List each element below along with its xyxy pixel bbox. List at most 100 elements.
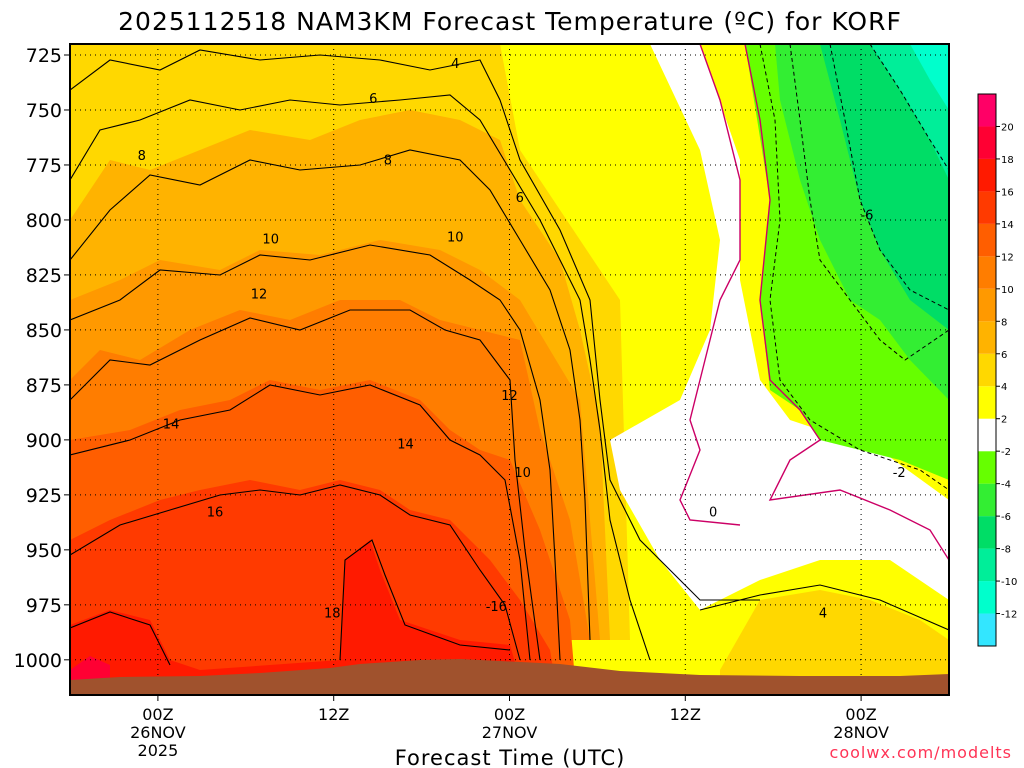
y-axis: 725 750 775 800 825 850 875 900 925 950 975 1000 [14, 45, 70, 672]
colorbar-swatch-4 [978, 483, 996, 517]
colorbar-label-6: 2 [1001, 415, 1007, 426]
x-tick-label-4-1: 28NOV [833, 723, 889, 742]
y-tick-label-850: 850 [26, 320, 62, 342]
contour-label-15: 0 [709, 505, 717, 520]
colorbar-label-7: 4 [1001, 382, 1007, 393]
contour-label-17: -16 [486, 600, 507, 615]
contour-label-18: 18 [324, 607, 341, 622]
band-4-to-6-right [720, 590, 949, 680]
colorbar-label-0: -12 [1001, 610, 1017, 621]
y-tick-label-750: 750 [26, 100, 62, 122]
colorbar-label-4: -4 [1001, 480, 1011, 491]
colorbar-swatch-5 [978, 451, 996, 484]
colorbar-swatch-12 [978, 223, 996, 257]
contour-label-8: 12 [501, 389, 518, 404]
x-tick-label-2-1: 27NOV [482, 723, 538, 742]
x-tick-label-2-0: 00Z [494, 705, 525, 724]
colorbar-swatch-14 [978, 158, 996, 192]
contour-minus4 [789, 44, 949, 361]
contour-16 [70, 484, 521, 661]
contour-label-5: 10 [262, 233, 279, 248]
y-tick-label-975: 975 [26, 595, 62, 617]
y-tick-label-825: 825 [26, 265, 62, 287]
contour-label-1: 6 [369, 92, 377, 107]
contour-4-right [699, 584, 949, 631]
contour-labels: 4 6 8 8 6 10 10 12 12 14 14 10 16 -6 -2 0 4 -16 18 [138, 57, 906, 622]
y-tick-label-875: 875 [26, 375, 62, 397]
colorbar-label-13: 16 [1001, 187, 1014, 198]
colorbar-label-11: 12 [1001, 252, 1014, 263]
temperature-contours [70, 44, 949, 666]
y-tick-label-800: 800 [26, 210, 62, 232]
contour-label-0: 4 [451, 57, 459, 72]
y-tick-label-925: 925 [26, 485, 62, 507]
colorbar-label-14: 18 [1001, 155, 1014, 166]
colorbar-label-8: 6 [1001, 350, 1007, 361]
contour-label-16: 4 [819, 607, 827, 622]
contour-label-13: -6 [860, 209, 873, 224]
colorbar-label-2: -8 [1001, 545, 1011, 556]
terrain-ground [70, 659, 949, 695]
colorbar-swatch-8 [978, 353, 996, 387]
contour-0-left [679, 44, 741, 526]
colorbar-label-15: 20 [1001, 122, 1014, 133]
colorbar-swatch-13 [978, 191, 996, 224]
band-20-plus [70, 656, 110, 680]
colorbar-swatch-2 [978, 548, 996, 582]
grid-lines [70, 44, 949, 695]
colorbar-swatch-9 [978, 321, 996, 354]
colorbar-swatch-7 [978, 386, 996, 419]
watermark: coolwx.com/modelts [830, 743, 1012, 762]
y-tick-label-900: 900 [26, 430, 62, 452]
x-tick-label-0-2: 2025 [138, 741, 179, 760]
contour-label-6: 10 [447, 231, 464, 246]
colorbar-label-10: 10 [1001, 285, 1014, 296]
band-16-to-18 [70, 480, 555, 680]
plot-area [70, 44, 949, 695]
band-18-to-20 [70, 540, 520, 680]
x-tick-label-4-0: 00Z [845, 705, 876, 724]
colorbar-frame [977, 93, 997, 647]
contour-10 [70, 244, 561, 661]
colorbar-swatch-3 [978, 516, 996, 549]
contour-label-9: 14 [163, 417, 180, 432]
colorbar-label-5: -2 [1001, 447, 1011, 458]
band-minus10-to-minus12 [910, 44, 949, 110]
contour-minus6 [829, 44, 949, 311]
colorbar-label-12: 14 [1001, 220, 1014, 231]
colorbar-label-9: 8 [1001, 317, 1007, 328]
contour-label-2: 8 [138, 149, 146, 164]
x-tick-label-0-0: 00Z [142, 705, 173, 724]
contour-minus8 [869, 44, 949, 171]
y-tick-label-725: 725 [26, 45, 62, 67]
contour-minus2 [759, 44, 949, 491]
colorbar-swatch-11 [978, 256, 996, 289]
contour-4 [70, 49, 760, 601]
x-axis-label: Forecast Time (UTC) [395, 746, 626, 768]
x-tick-label-0-1: 26NOV [130, 723, 186, 742]
chart-title: 2025112518 NAM3KM Forecast Temperature (… [118, 7, 902, 36]
contour-label-11: 10 [514, 466, 531, 481]
band-near-zero [610, 44, 949, 610]
colorbar-swatch-1 [978, 581, 996, 614]
colorbar-swatch-16 [978, 94, 996, 127]
colorbar-label-1: -10 [1001, 577, 1017, 588]
contour-6 [70, 94, 651, 661]
colorbar-swatch-0 [978, 613, 996, 646]
x-tick-label-1-0: 12Z [318, 705, 349, 724]
contour-12 [70, 309, 541, 661]
colorbar: -12 -10 -8 -6 -4 -2 2 4 6 8 10 12 14 16 18 20 [977, 93, 1017, 647]
temperature-fills [70, 44, 949, 680]
contour-label-14: -2 [893, 466, 906, 481]
colorbar-swatch-6 [978, 418, 996, 452]
colorbar-swatch-15 [978, 126, 996, 159]
contour-label-3: 8 [384, 154, 392, 169]
x-tick-label-3-0: 12Z [670, 705, 701, 724]
contour-label-4: 6 [516, 191, 524, 206]
contour-18 [70, 539, 511, 666]
colorbar-label-3: -6 [1001, 512, 1011, 523]
contour-label-12: 16 [207, 505, 224, 520]
y-tick-label-950: 950 [26, 540, 62, 562]
